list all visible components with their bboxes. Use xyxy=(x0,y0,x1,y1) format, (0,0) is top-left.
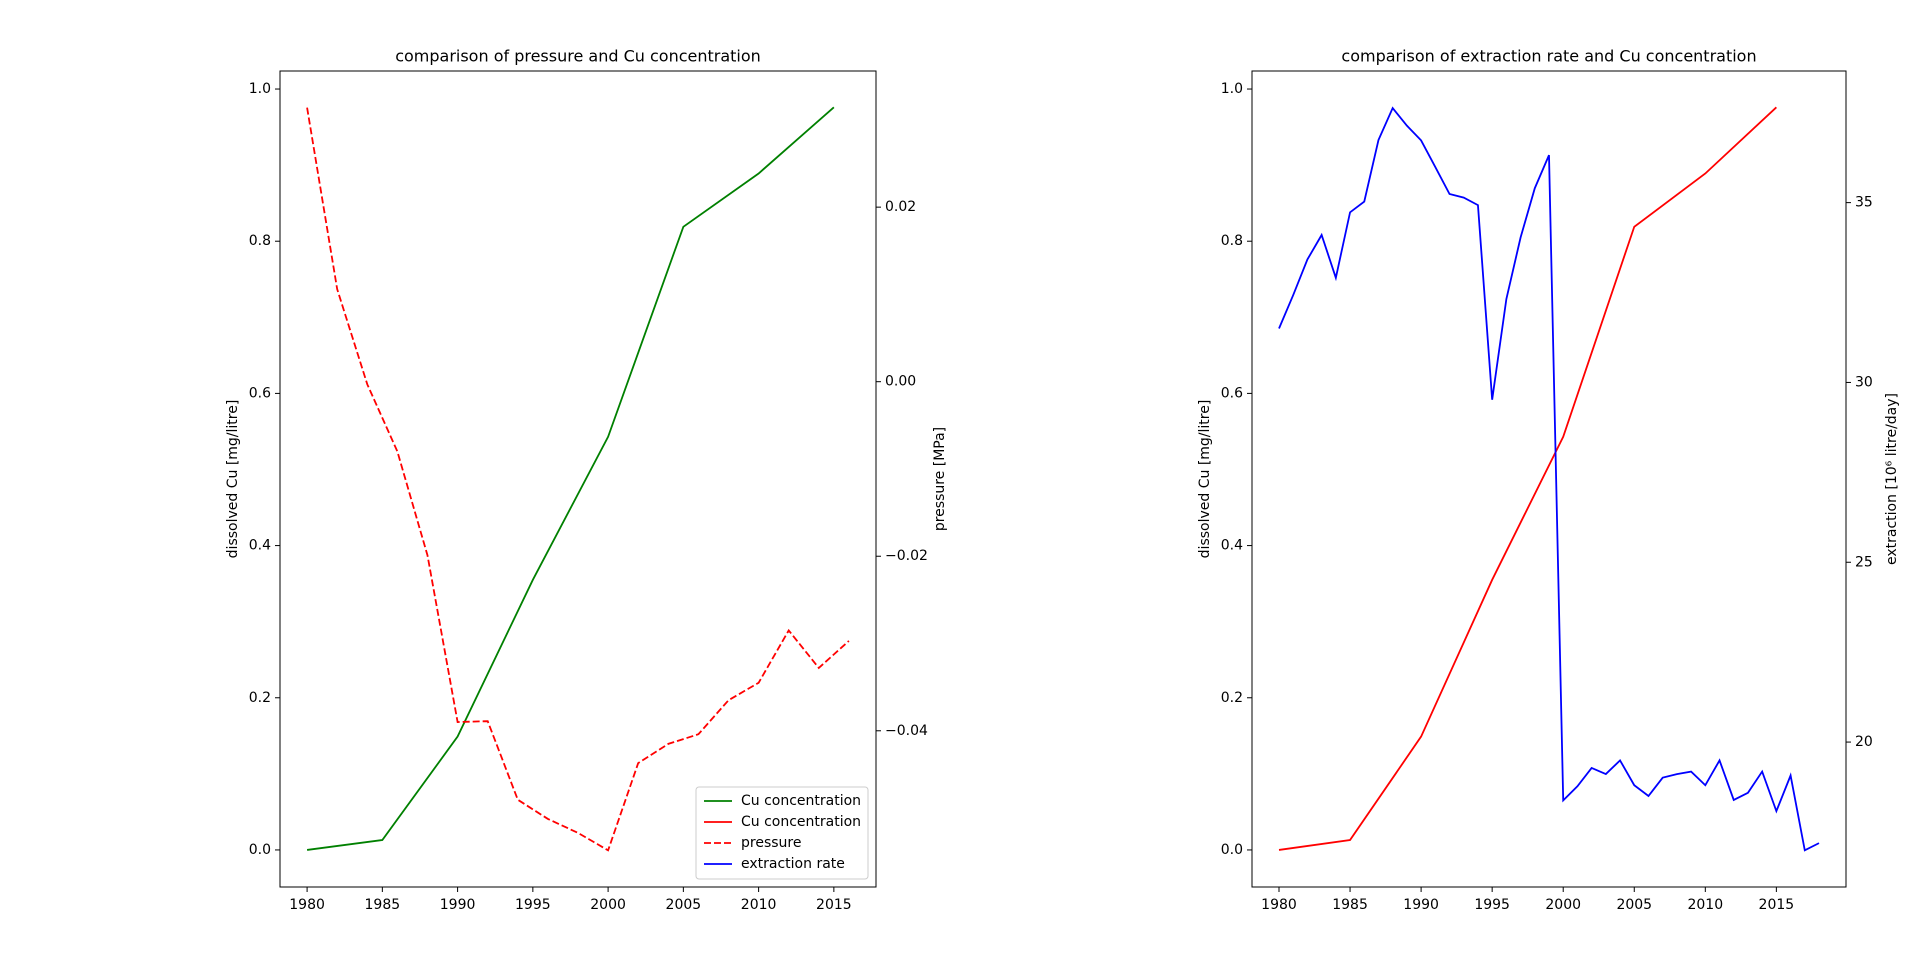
y2-tick-label: 35 xyxy=(1855,195,1873,211)
y-tick-label: 1.0 xyxy=(1221,81,1243,97)
legend-label: Cu concentration xyxy=(741,814,861,830)
y-tick-label: 0.8 xyxy=(249,233,271,249)
x-tick-label: 1985 xyxy=(365,897,401,913)
x-tick-label: 2005 xyxy=(1616,897,1652,913)
x-tick-label: 2010 xyxy=(1687,897,1723,913)
x-tick-label: 1990 xyxy=(440,897,476,913)
x-tick-label: 2010 xyxy=(741,897,777,913)
y-tick-label: 0.6 xyxy=(249,385,271,401)
y-tick-label: 0.4 xyxy=(1221,538,1243,554)
legend: Cu concentration Cu concentration pressure… xyxy=(695,786,869,880)
x-tick-label: 1980 xyxy=(289,897,325,913)
x-tick-label: 1995 xyxy=(1474,897,1510,913)
y-tick-label: 0.0 xyxy=(249,842,271,858)
y2-tick-label: 20 xyxy=(1855,734,1873,750)
y-tick-label: 0.2 xyxy=(249,690,271,706)
y-tick-label: 0.0 xyxy=(1221,842,1243,858)
x-tick-label: 2015 xyxy=(1759,897,1795,913)
x-tick-label: 2000 xyxy=(590,897,626,913)
y2-tick-label: −0.02 xyxy=(885,548,928,564)
legend-box xyxy=(695,786,869,880)
axes-frame xyxy=(279,70,877,888)
y2-tick-label: 30 xyxy=(1855,374,1873,390)
data-line xyxy=(1278,106,1820,852)
x-tick-label: 1990 xyxy=(1403,897,1439,913)
x-tick-label: 2000 xyxy=(1545,897,1581,913)
data-line xyxy=(1278,106,1777,851)
y2-tick-label: 0.00 xyxy=(885,374,916,390)
y2-axis-label: pressure [MPa] xyxy=(932,427,948,531)
y-tick-label: 1.0 xyxy=(249,81,271,97)
x-tick-label: 1980 xyxy=(1261,897,1297,913)
y-tick-label: 0.4 xyxy=(249,538,271,554)
y2-axis-label: extraction [10⁶ litre/day] xyxy=(1884,393,1900,565)
y-axis-label: dissolved Cu [mg/litre] xyxy=(225,400,241,559)
y2-tick-label: −0.04 xyxy=(885,723,928,739)
x-tick-label: 2015 xyxy=(816,897,852,913)
y-tick-label: 0.2 xyxy=(1221,690,1243,706)
y-tick-label: 0.8 xyxy=(1221,233,1243,249)
data-line xyxy=(306,107,850,852)
chart-title: comparison of pressure and Cu concentrat… xyxy=(395,47,761,66)
legend-label: pressure xyxy=(741,835,801,851)
x-tick-label: 1995 xyxy=(515,897,551,913)
legend-label: Cu concentration xyxy=(741,793,861,809)
x-tick-label: 1985 xyxy=(1332,897,1368,913)
axes-frame xyxy=(1251,70,1847,888)
legend-label: extraction rate xyxy=(741,856,845,872)
y2-tick-label: 0.02 xyxy=(885,199,916,215)
y-axis-label: dissolved Cu [mg/litre] xyxy=(1197,400,1213,559)
y-tick-label: 0.6 xyxy=(1221,385,1243,401)
y2-tick-label: 25 xyxy=(1855,554,1873,570)
chart-title: comparison of extraction rate and Cu con… xyxy=(1341,47,1756,66)
x-tick-label: 2005 xyxy=(666,897,702,913)
data-line xyxy=(306,106,835,851)
